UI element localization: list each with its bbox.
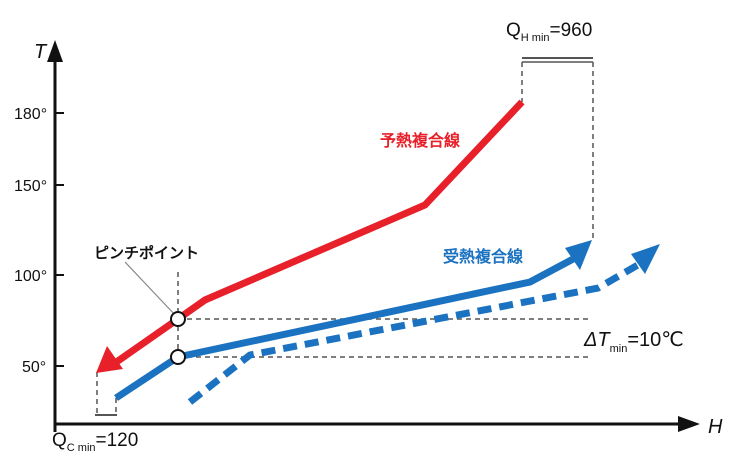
qh-min-value: =960 <box>550 20 593 41</box>
shifted-cold-arrow-icon <box>631 244 660 274</box>
qc-min-subscript: C min <box>67 442 96 454</box>
qh-min-symbol: Q <box>506 20 521 41</box>
qh-min-label: QH min=960 <box>506 20 592 44</box>
delta-t-min-label: ΔTmin=10℃ <box>583 329 684 355</box>
qc-min-label: QC min=120 <box>52 430 138 454</box>
y-tick-label-100: 100° <box>14 268 47 285</box>
pinch-point-cold-marker <box>170 349 186 365</box>
delta-t-subscript: min <box>610 343 628 355</box>
cold-composite-curve <box>114 254 577 401</box>
x-axis-arrow-icon <box>678 416 700 432</box>
hot-composite-arrow-icon <box>96 346 123 373</box>
y-axis-label: T <box>34 41 48 63</box>
shifted-cold-composite-curve <box>187 258 645 405</box>
hot-composite-label: 予熱複合線 <box>380 131 460 150</box>
x-axis-label: H <box>708 416 723 438</box>
qc-min-value: =120 <box>96 430 139 451</box>
cold-composite-arrow-icon <box>565 240 592 270</box>
pinch-leader-line <box>124 261 177 317</box>
pinch-point-label: ピンチポイント <box>94 244 199 262</box>
y-tick-label-50: 50° <box>22 359 46 376</box>
y-axis-arrow-icon <box>47 40 63 62</box>
qc-min-symbol: Q <box>52 430 67 451</box>
y-tick-label-180: 180° <box>14 106 47 123</box>
y-tick-label-150: 150° <box>14 178 47 195</box>
cold-composite-label: 受熱複合線 <box>443 247 523 266</box>
delta-t-symbol: ΔT <box>583 329 611 351</box>
delta-t-value: =10℃ <box>627 329 683 351</box>
hot-composite-curve <box>112 99 525 366</box>
qh-min-subscript: H min <box>521 32 550 44</box>
pinch-point-hot-marker <box>170 311 186 327</box>
